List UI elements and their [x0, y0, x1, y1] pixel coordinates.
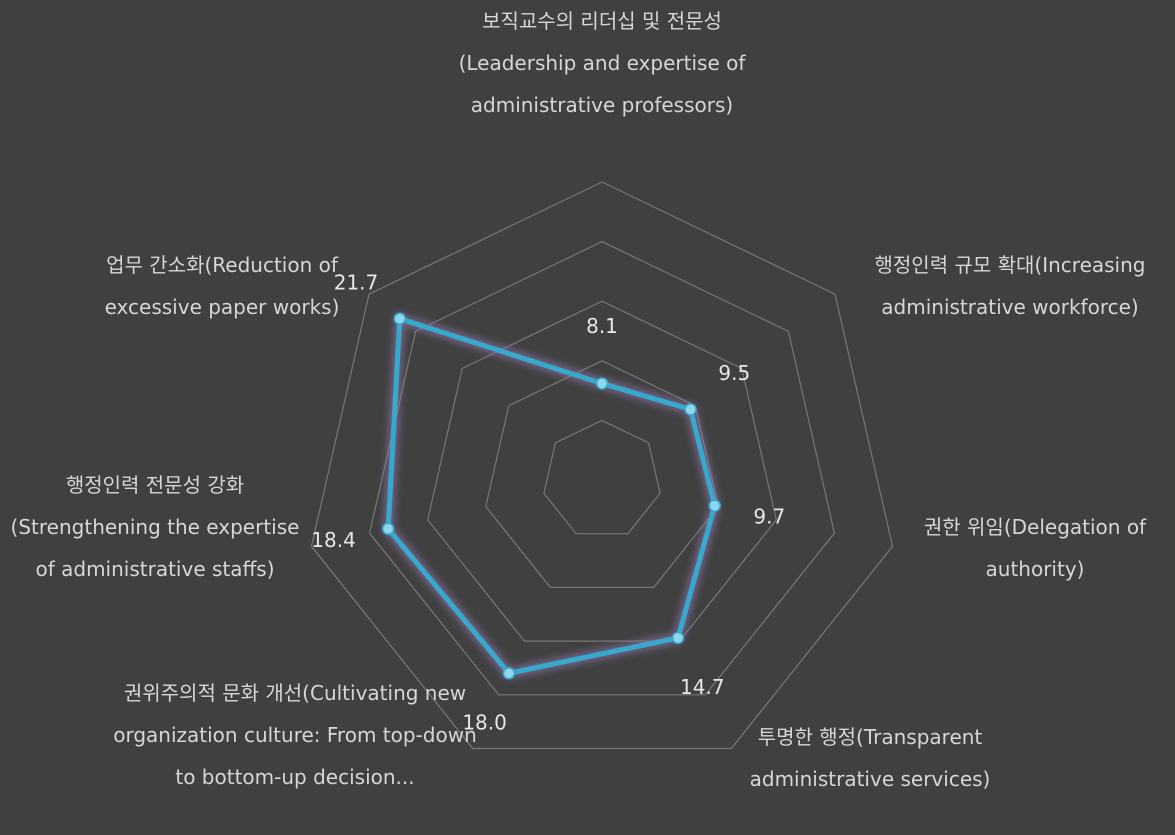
radar-point [502, 667, 516, 680]
data-label: 18.0 [462, 710, 507, 734]
category-label: 권위주의적 문화 개선(Cultivating new organization… [113, 681, 477, 789]
radar-point [684, 403, 697, 416]
category-label: 행정인력 전문성 강화(Strengthening the expertise … [10, 473, 300, 581]
data-label: 18.4 [311, 528, 356, 552]
data-label: 8.1 [586, 314, 618, 338]
grid-ring [485, 360, 719, 588]
grid-ring [427, 300, 777, 642]
radar-point [393, 312, 407, 325]
category-label: 투명한 행정(Transparent administrative servic… [749, 725, 991, 791]
category-label: 업무 간소화(Reduction of excessive paper work… [104, 253, 340, 319]
radar-point [708, 499, 721, 512]
data-label: 21.7 [334, 270, 379, 294]
radar-line [385, 316, 718, 676]
radar-point [381, 522, 395, 536]
grid-ring [543, 419, 661, 535]
category-label: 행정인력 규모 확대(Increasing administrative wor… [874, 253, 1146, 319]
data-label: 14.7 [680, 675, 725, 699]
category-label: 권한 위임(Delegation of authority) [923, 515, 1147, 581]
radar-point [595, 377, 609, 390]
grid-ring [368, 240, 836, 696]
data-label: 9.5 [718, 361, 750, 385]
radar-glow [383, 311, 720, 679]
category-label: 보직교수의 리더십 및 전문성(Leadership and expertise… [458, 9, 746, 117]
data-label: 9.7 [753, 505, 785, 529]
grid-ring [310, 181, 894, 750]
radar-point [671, 631, 685, 645]
